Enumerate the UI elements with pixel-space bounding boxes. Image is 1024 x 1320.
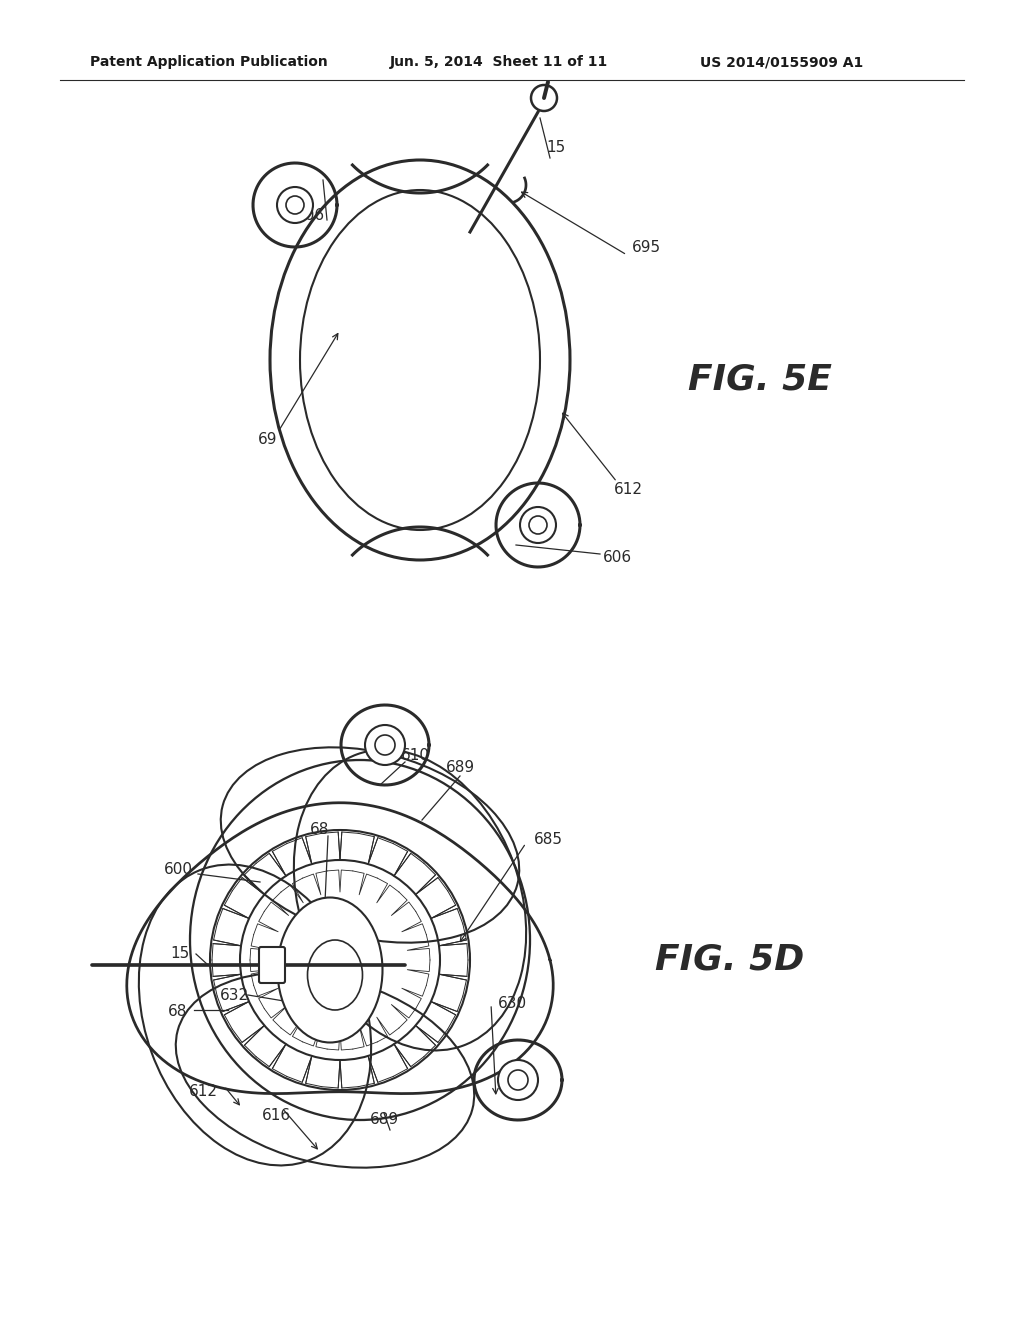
Circle shape	[531, 84, 557, 111]
Text: 600: 600	[164, 862, 193, 878]
Text: 689: 689	[370, 1113, 398, 1127]
Text: 612: 612	[613, 483, 642, 498]
FancyBboxPatch shape	[259, 946, 285, 983]
Text: US 2014/0155909 A1: US 2014/0155909 A1	[700, 55, 863, 69]
Text: 15: 15	[170, 946, 189, 961]
Text: 630: 630	[498, 997, 526, 1011]
Text: Patent Application Publication: Patent Application Publication	[90, 55, 328, 69]
Circle shape	[498, 1060, 538, 1100]
Text: FIG. 5D: FIG. 5D	[655, 942, 805, 977]
Text: 685: 685	[534, 833, 562, 847]
Text: 606: 606	[296, 207, 325, 223]
Text: 68: 68	[310, 822, 330, 837]
Circle shape	[520, 507, 556, 543]
Text: 583: 583	[269, 965, 299, 979]
Ellipse shape	[278, 898, 383, 1043]
Text: Jun. 5, 2014  Sheet 11 of 11: Jun. 5, 2014 Sheet 11 of 11	[390, 55, 608, 69]
Text: 695: 695	[632, 240, 660, 256]
Text: 15: 15	[547, 140, 565, 156]
Text: 69: 69	[258, 433, 278, 447]
Text: 68: 68	[168, 1005, 187, 1019]
Text: 610: 610	[400, 747, 429, 763]
Text: 632: 632	[219, 987, 249, 1002]
Text: 612: 612	[188, 1085, 217, 1100]
Text: 606: 606	[602, 550, 632, 565]
Circle shape	[278, 187, 313, 223]
Text: 689: 689	[445, 760, 474, 776]
Circle shape	[365, 725, 406, 766]
Text: FIG. 5E: FIG. 5E	[688, 363, 831, 397]
Text: 616: 616	[261, 1107, 291, 1122]
